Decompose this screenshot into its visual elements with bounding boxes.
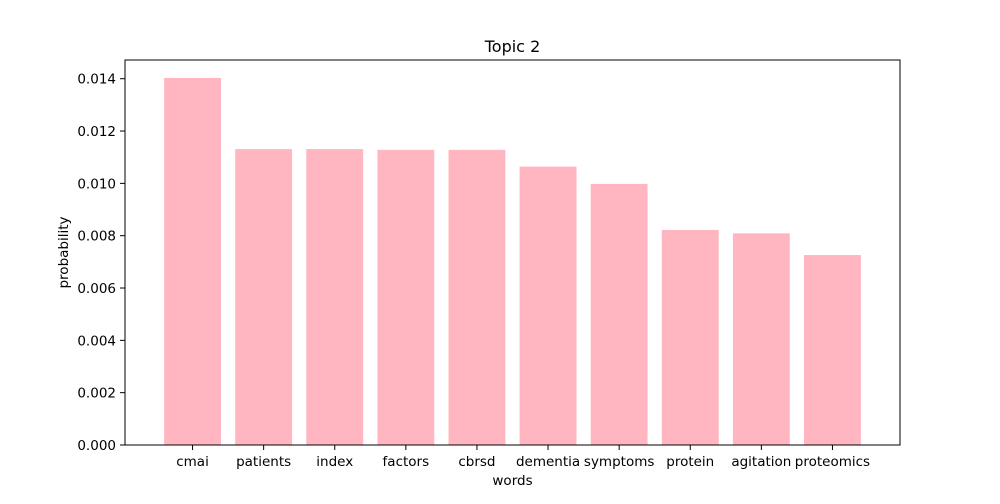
bar-cbrsd: [448, 149, 506, 446]
x-axis-label: words: [492, 473, 532, 489]
y-tick-label: 0.012: [77, 124, 116, 140]
bar-proteomics: [804, 255, 861, 445]
y-ticks-group: 0.000 0.002 0.004 0.006 0.008 0.010 0.012 0.014: [77, 72, 125, 454]
y-tick-label: 0.008: [77, 229, 116, 245]
x-tick-label: dementia: [516, 454, 580, 470]
bar-patients: [235, 149, 293, 446]
x-tick-label: patients: [236, 454, 291, 470]
bar-factors: [377, 149, 435, 446]
plot-area-frame: [124, 59, 901, 446]
x-tick-label: agitation: [731, 454, 791, 470]
bar-dementia: [519, 166, 577, 445]
x-tick-label: symptoms: [584, 454, 654, 470]
y-tick-label: 0.006: [77, 281, 116, 297]
y-tick-label: 0.010: [77, 176, 116, 192]
y-tick-label: 0.004: [77, 333, 116, 349]
bar-protein: [661, 229, 719, 445]
y-tick-label: 0.000: [77, 438, 116, 454]
bars-group: [164, 77, 861, 446]
y-axis-label: probability: [56, 216, 72, 288]
x-tick-label: cmai: [176, 454, 209, 470]
y-tick-label: 0.014: [77, 72, 116, 88]
x-tick-label: factors: [383, 454, 430, 470]
x-ticks-group: cmai patients index factors cbrsd dementia sym…: [176, 445, 870, 470]
x-tick-label: protein: [666, 454, 714, 470]
bar-agitation: [732, 233, 790, 445]
bar-index: [306, 149, 364, 446]
y-tick-label: 0.002: [77, 386, 116, 402]
bar-symptoms: [590, 183, 648, 445]
x-tick-label: index: [316, 454, 353, 470]
chart-title: Topic 2: [484, 37, 541, 56]
x-tick-label: proteomics: [795, 454, 870, 470]
bar-cmai: [164, 77, 221, 446]
x-tick-label: cbrsd: [458, 454, 495, 470]
